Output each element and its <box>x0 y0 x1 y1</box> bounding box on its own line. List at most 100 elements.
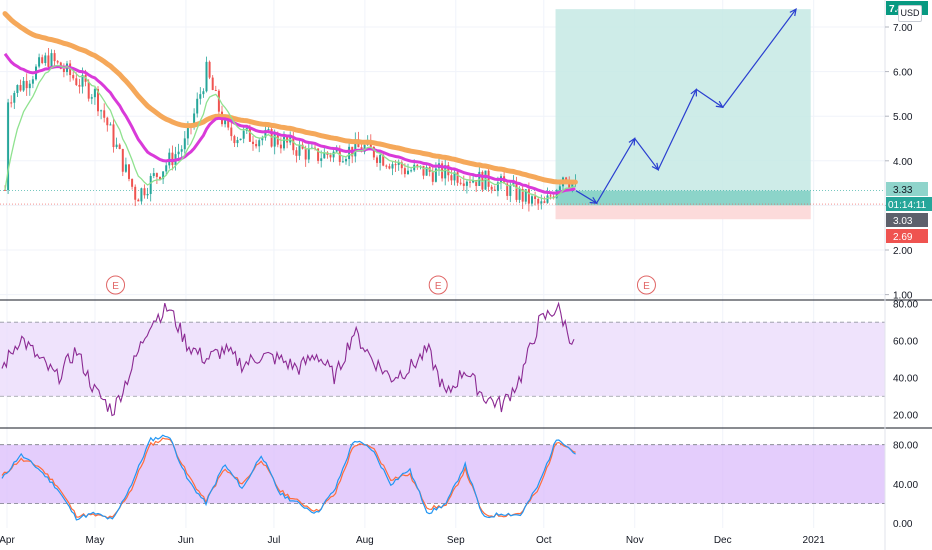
candle-body <box>57 61 59 62</box>
stoch-axis[interactable]: 80.00 40.00 0.00 <box>893 441 918 530</box>
candle-body <box>432 172 434 182</box>
current-price-label: 3.03 <box>886 213 928 227</box>
candle-body <box>342 161 344 162</box>
rsi-axis[interactable]: 80.00 60.00 40.00 20.00 <box>893 300 918 422</box>
ema-mid-line <box>5 54 575 193</box>
candle-body <box>38 57 40 66</box>
time-axis-label: Apr <box>0 535 15 546</box>
candle-body <box>32 79 34 83</box>
time-axis-label: Dec <box>714 535 732 546</box>
countdown-text: 01:14:11 <box>888 200 927 211</box>
countdown-label: 01:14:11 <box>886 197 932 211</box>
candle-body <box>283 137 285 148</box>
ema-long-line <box>5 14 575 183</box>
candle-body <box>416 165 418 166</box>
candle-body <box>404 168 406 174</box>
candle-body <box>252 142 254 144</box>
candle-body <box>116 145 118 147</box>
stop-zone[interactable] <box>556 205 811 219</box>
candle-body <box>528 189 530 203</box>
entry-price-label: 3.33 <box>886 182 928 196</box>
time-axis[interactable]: Apr May Jun Jul Aug Sep Oct Nov Dec 2021 <box>0 535 825 546</box>
candle-body <box>26 81 28 88</box>
candle-body <box>407 171 409 174</box>
earnings-marker-label: E <box>435 281 442 292</box>
candle-body <box>385 166 387 167</box>
candle-body <box>423 166 425 176</box>
candle-body <box>457 172 459 183</box>
candle-body <box>209 62 211 78</box>
candle-body <box>218 91 220 112</box>
price-tick-label: 5.00 <box>893 112 913 123</box>
candle-body <box>103 110 105 117</box>
price-tick-label: 7.00 <box>893 23 913 34</box>
candle-body <box>178 152 180 155</box>
candle-body <box>181 149 183 151</box>
rsi-tick-label: 40.00 <box>893 374 918 385</box>
candle-body <box>128 164 130 179</box>
price-tick-label: 6.00 <box>893 68 913 79</box>
rsi-panel[interactable] <box>0 303 885 415</box>
time-axis-label: Sep <box>447 535 465 546</box>
candle-body <box>258 140 260 146</box>
candle-body <box>88 82 90 99</box>
rsi-band <box>0 322 885 396</box>
stoch-tick-label: 80.00 <box>893 441 918 452</box>
candle-body <box>379 155 381 163</box>
candle-body <box>460 183 462 184</box>
candle-body <box>51 53 53 67</box>
stoch-rsi-panel[interactable] <box>0 435 885 520</box>
time-axis-label: Oct <box>536 535 552 546</box>
stoch-tick-label: 0.00 <box>893 519 913 530</box>
candle-body <box>54 53 56 61</box>
candle-body <box>47 55 49 66</box>
candle-body <box>550 195 552 196</box>
time-axis-label: Jun <box>178 535 194 546</box>
candle-body <box>137 200 139 202</box>
target-zone[interactable] <box>556 9 811 191</box>
time-axis-label: Aug <box>356 535 374 546</box>
candle-body <box>450 175 452 180</box>
time-axis-label: 2021 <box>803 535 826 546</box>
candle-body <box>100 110 102 111</box>
candle-body <box>233 136 235 143</box>
candle-body <box>144 188 146 195</box>
candle-body <box>20 85 22 90</box>
candle-body <box>295 150 297 156</box>
candle-body <box>212 78 214 90</box>
candle-body <box>171 153 173 165</box>
candle-body <box>395 164 397 165</box>
candle-body <box>10 102 12 103</box>
candle-body <box>131 179 133 187</box>
stoch-tick-label: 40.00 <box>893 480 918 491</box>
candle-body <box>75 78 77 85</box>
rsi-tick-label: 60.00 <box>893 337 918 348</box>
candle-body <box>224 120 226 124</box>
candle-body <box>140 188 142 201</box>
earnings-marker-label: E <box>643 281 650 292</box>
time-axis-label: Nov <box>626 535 644 546</box>
candle-body <box>268 129 270 130</box>
candle-body <box>509 185 511 196</box>
candle-body <box>469 182 471 183</box>
currency-badge[interactable]: USD <box>898 5 922 22</box>
candle-body <box>543 201 545 203</box>
candle-body <box>16 85 18 93</box>
earnings-marker[interactable]: E <box>637 276 655 294</box>
candle-body <box>106 118 108 125</box>
candle-body <box>187 126 189 138</box>
earnings-marker[interactable]: E <box>429 276 447 294</box>
candle-body <box>44 55 46 63</box>
candle-body <box>134 187 136 200</box>
price-axis[interactable]: 7.006.005.004.003.002.001.00 <box>885 23 913 302</box>
candle-body <box>122 149 124 172</box>
candle-body <box>559 186 561 190</box>
stoch-band <box>0 445 885 504</box>
candle-body <box>491 187 493 190</box>
earnings-marker[interactable]: E <box>107 276 125 294</box>
candle-body <box>72 75 74 78</box>
candle-body <box>519 189 521 200</box>
